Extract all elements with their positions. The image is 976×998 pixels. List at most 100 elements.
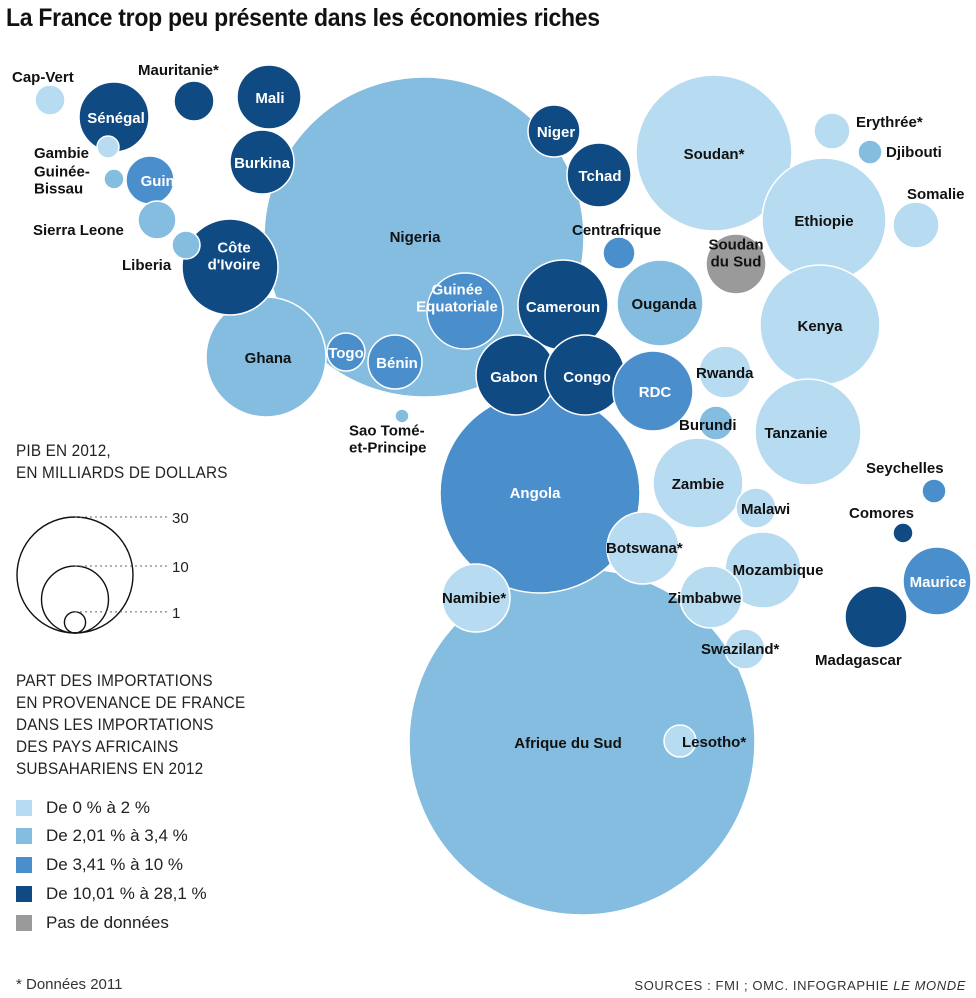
country-label: Sénégal <box>87 110 145 127</box>
size-legend-circle <box>63 611 87 634</box>
color-legend-title-line: DANS LES IMPORTATIONS <box>16 715 214 734</box>
country-bubble <box>679 565 743 629</box>
legend-swatch <box>16 828 32 844</box>
country-bubble <box>616 259 704 347</box>
country-label: Guinée Equatoriale <box>416 282 498 316</box>
country-label: Burundi <box>679 417 737 434</box>
country-label: Afrique du Sud <box>514 735 622 752</box>
color-legend-title-line: SUBSAHARIENS EN 2012 <box>16 759 204 778</box>
color-legend-title-line: EN PROVENANCE DE FRANCE <box>16 693 246 712</box>
country-label: Zimbabwe <box>668 590 741 607</box>
country-bubble <box>635 74 793 232</box>
footnote: * Données 2011 <box>16 976 123 993</box>
country-bubble <box>698 345 752 399</box>
country-label: Ghana <box>245 350 292 367</box>
legend-class-label: De 10,01 % à 28,1 % <box>46 884 207 903</box>
legend-class-label: De 3,41 % à 10 % <box>46 855 184 874</box>
country-bubble <box>181 218 279 316</box>
country-label: Malawi <box>741 501 790 518</box>
country-bubble <box>698 405 734 441</box>
country-label: Soudan du Sud <box>709 237 764 271</box>
size-legend-label: 10 <box>172 559 189 576</box>
country-label: Rwanda <box>696 365 754 382</box>
legend-class-0: De 0 % à 2 % <box>16 797 150 819</box>
country-label: Burkina <box>234 155 291 172</box>
country-bubble <box>34 84 66 116</box>
country-label: Guinée-Bissau <box>34 164 90 198</box>
country-label: Kenya <box>797 318 843 335</box>
country-bubble <box>813 112 851 150</box>
size-legend-label: 30 <box>172 510 189 527</box>
size-legend-title: PIB EN 2012, EN MILLIARDS DE DOLLARS <box>16 440 228 484</box>
country-label: Gabon <box>490 369 538 386</box>
country-bubble <box>173 80 215 122</box>
country-label: Erythrée* <box>856 114 923 131</box>
country-label: Ouganda <box>631 296 697 313</box>
color-legend-title-line: DES PAYS AFRICAINS <box>16 737 179 756</box>
size-legend-title-line: PIB EN 2012, <box>16 441 111 460</box>
country-bubble <box>921 478 947 504</box>
country-label: Sierra Leone <box>33 222 124 239</box>
country-label: Madagascar <box>815 652 902 669</box>
legend-class-label: De 2,01 % à 3,4 % <box>46 826 188 845</box>
country-label: Guinée <box>141 173 192 190</box>
country-label: Djibouti <box>886 144 942 161</box>
color-legend-title-line: PART DES IMPORTATIONS <box>16 671 213 690</box>
country-bubble <box>137 200 177 240</box>
country-label: Lesotho* <box>682 734 746 751</box>
country-label: Tchad <box>578 168 621 185</box>
legend-swatch <box>16 886 32 902</box>
country-label: Tanzanie <box>764 425 827 442</box>
country-bubble <box>367 334 423 390</box>
country-bubble <box>754 378 862 486</box>
country-bubble <box>892 522 914 544</box>
country-label: Ethiopie <box>794 213 853 230</box>
country-label: Cameroun <box>526 299 600 316</box>
country-bubble <box>103 168 125 190</box>
country-label: Maurice <box>910 574 967 591</box>
country-label: Swaziland* <box>701 641 780 658</box>
country-bubble <box>527 104 581 158</box>
country-bubble <box>724 628 766 670</box>
country-bubble <box>892 201 940 249</box>
size-legend-circle <box>16 516 134 634</box>
size-legend-label: 1 <box>172 605 180 622</box>
country-bubble <box>394 408 410 424</box>
country-label: Seychelles <box>866 460 944 477</box>
country-label: Namibie* <box>442 590 506 607</box>
country-bubble <box>229 129 295 195</box>
country-bubble <box>652 437 744 529</box>
sources-credit: SOURCES : FMI ; OMC. INFOGRAPHIE LE MOND… <box>634 978 966 993</box>
legend-class-2: De 3,41 % à 10 % <box>16 854 183 876</box>
country-bubble <box>663 724 697 758</box>
sources-brand: LE MONDE <box>893 978 966 993</box>
size-legend-title-line: EN MILLIARDS DE DOLLARS <box>16 463 228 482</box>
country-label: Mali <box>255 90 284 107</box>
country-bubble <box>602 236 636 270</box>
country-label: Togo <box>328 345 364 362</box>
country-label: Centrafrique <box>572 222 661 239</box>
country-bubble <box>705 233 767 295</box>
country-label: Congo <box>563 369 610 386</box>
country-bubble <box>606 511 680 585</box>
country-bubble <box>735 487 777 529</box>
country-label: Gambie <box>34 145 89 162</box>
legend-class-4: Pas de données <box>16 912 169 934</box>
country-label: Mozambique <box>733 562 824 579</box>
country-label: Sao Tomé-et-Principe <box>349 423 427 457</box>
sources-text: SOURCES : FMI ; OMC. INFOGRAPHIE <box>634 978 894 993</box>
country-bubble <box>612 350 694 432</box>
country-label: Botswana* <box>606 540 683 557</box>
country-bubble <box>902 546 972 616</box>
country-bubble <box>426 272 504 350</box>
legend-class-1: De 2,01 % à 3,4 % <box>16 825 188 847</box>
country-label: Cap-Vert <box>12 69 74 86</box>
country-label: Bénin <box>376 355 418 372</box>
country-label: Soudan* <box>684 146 745 163</box>
country-bubble <box>326 332 366 372</box>
country-bubble <box>857 139 883 165</box>
country-label: RDC <box>639 384 672 401</box>
size-legend-circle <box>40 565 110 634</box>
legend-swatch <box>16 857 32 873</box>
